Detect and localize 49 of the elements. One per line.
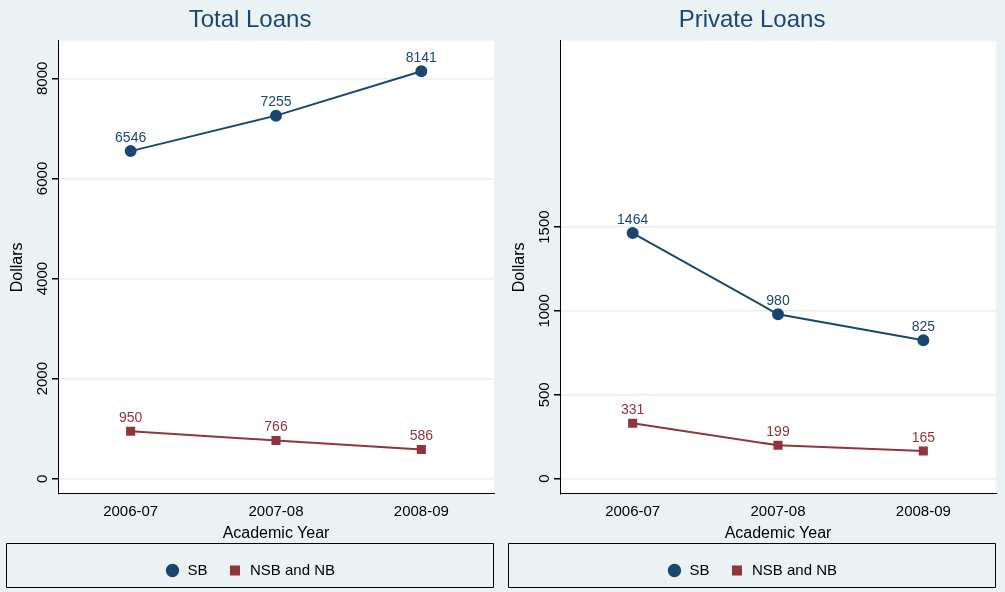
- y-axis-title: Dollars: [8, 242, 26, 293]
- chart-title: Private Loans: [678, 5, 826, 33]
- chart-title: Total Loans: [188, 5, 312, 33]
- legend-label: SB: [689, 560, 710, 578]
- data-label: 199: [766, 423, 790, 440]
- y-tick-label: 6000: [32, 161, 50, 196]
- y-tick-label: 0: [534, 474, 552, 483]
- legend-label: NSB and NB: [751, 560, 838, 578]
- point: [270, 109, 282, 122]
- legend-label: SB: [187, 560, 208, 578]
- data-label: 7255: [260, 93, 292, 110]
- y-axis-title: Dollars: [510, 242, 528, 293]
- data-label: 331: [620, 401, 645, 418]
- x-tick-label: 2006-07: [103, 501, 159, 519]
- point: [917, 334, 930, 347]
- x-axis-title: Academic Year: [724, 523, 833, 541]
- y-tick-label: 2000: [32, 361, 50, 396]
- data-label: 165: [911, 428, 936, 445]
- point: [124, 145, 137, 158]
- data-label: 950: [118, 409, 143, 426]
- point: [773, 440, 783, 450]
- data-label: 980: [766, 292, 790, 309]
- point: [126, 426, 136, 436]
- point: [416, 444, 426, 454]
- point: [772, 308, 784, 321]
- x-tick-label: 2006-07: [605, 501, 661, 519]
- data-label: 8141: [405, 49, 438, 66]
- x-tick-label: 2008-09: [393, 501, 449, 519]
- y-tick-label: 1500: [534, 210, 552, 244]
- point: [918, 446, 928, 456]
- data-label: 1464: [617, 210, 649, 227]
- y-tick-label: 1000: [534, 294, 552, 328]
- legend-label: NSB and NB: [249, 560, 336, 578]
- data-label: 766: [264, 418, 288, 435]
- point: [628, 418, 638, 428]
- point: [626, 227, 639, 240]
- x-tick-label: 2007-08: [248, 501, 304, 519]
- y-tick-label: 500: [534, 382, 552, 408]
- x-tick-label: 2007-08: [750, 501, 806, 519]
- x-tick-label: 2008-09: [895, 501, 951, 519]
- point: [415, 65, 428, 78]
- point: [271, 435, 281, 445]
- data-label: 825: [911, 318, 936, 335]
- y-tick-label: 0: [32, 474, 50, 483]
- data-label: 586: [409, 427, 434, 444]
- y-tick-label: 8000: [32, 61, 50, 96]
- x-axis-title: Academic Year: [222, 523, 331, 541]
- y-tick-label: 4000: [32, 261, 50, 296]
- data-label: 6546: [115, 128, 147, 145]
